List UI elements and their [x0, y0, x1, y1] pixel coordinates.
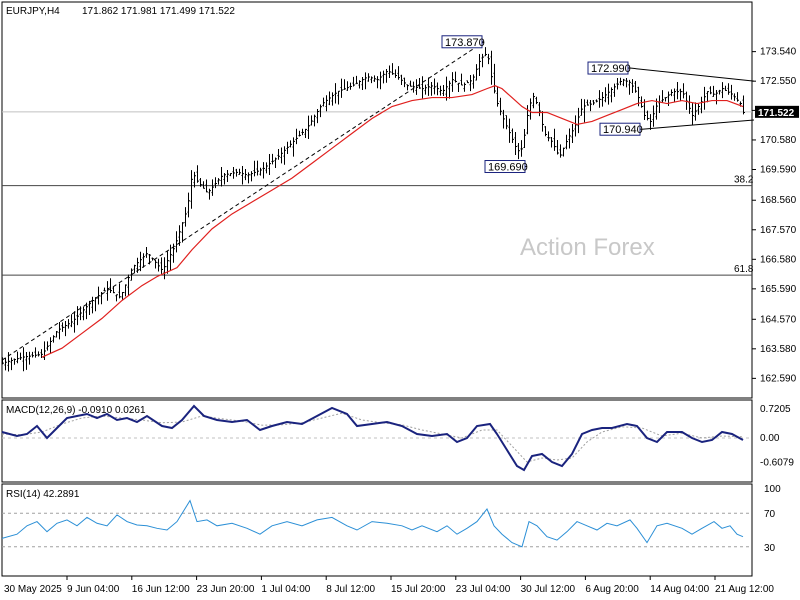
price-tick-label: 163.580 [760, 344, 797, 355]
macd-main-line [1, 404, 744, 472]
price-tick-label: 162.590 [760, 373, 797, 384]
price-tick-label: 173.540 [760, 47, 797, 58]
price-header: EURJPY,H4 171.862 171.981 171.499 171.52… [6, 6, 235, 17]
price-tick-label: 169.590 [760, 164, 797, 175]
rsi-label: RSI(14) 42.2891 [6, 489, 80, 500]
dashed-trendline [1, 41, 485, 361]
macd-panel[interactable] [1, 399, 753, 483]
time-tick-label: 9 Jun 04:00 [67, 584, 120, 595]
last-price-label: 171.522 [758, 108, 795, 119]
macd-series: 0.7205 0.00 -0.6079 [1, 404, 794, 472]
time-tick-label: 21 Aug 12:00 [715, 584, 774, 595]
time-tick-label: 23 Jun 20:00 [197, 584, 255, 595]
rsi-line [1, 499, 744, 548]
price-tick-label: 164.570 [760, 314, 797, 325]
rsi-tick-label: 70 [764, 509, 776, 520]
price-tick-label: 167.570 [760, 225, 797, 236]
price-tick-label: 166.580 [760, 254, 797, 265]
ohlc-label: 171.862 171.981 171.499 171.522 [82, 6, 235, 17]
price-panel[interactable] [1, 1, 753, 399]
price-axis: 173.540172.550171.570170.580169.590168.5… [752, 47, 799, 384]
level-label: 38.2 [734, 175, 754, 186]
rsi-tick-label: 100 [764, 484, 781, 495]
annotation-label: 170.940 [603, 124, 643, 136]
level-label: 61.8 [734, 264, 754, 275]
price-tick-label: 168.560 [760, 195, 797, 206]
trendlines [1, 41, 755, 361]
price-annotations: 173.870 172.990 170.940 169.690 [441, 35, 643, 174]
annotation-label: 173.870 [445, 37, 485, 49]
time-tick-label: 6 Aug 20:00 [585, 584, 639, 595]
macd-tick-label: 0.00 [760, 433, 780, 444]
macd-tick-label: 0.7205 [760, 404, 791, 415]
horizontal-levels: 38.2 61.8 [2, 111, 754, 276]
annotation-box [599, 122, 641, 136]
moving-average [41, 84, 744, 358]
time-tick-label: 14 Aug 04:00 [650, 584, 709, 595]
last-price-badge [755, 105, 799, 118]
time-tick-label: 1 Jul 04:00 [261, 584, 310, 595]
annotation-box [484, 160, 526, 174]
rsi-tick-label: 30 [764, 543, 776, 554]
time-axis: 30 May 2025 9 Jun 04:00 16 Jun 12:00 23 Jun… [4, 576, 774, 595]
annotation-box [441, 35, 483, 49]
time-tick-label: 30 Jul 12:00 [521, 584, 576, 595]
ma-line [41, 84, 744, 358]
annotation-label: 169.690 [488, 162, 528, 174]
symbol-label: EURJPY,H4 [6, 6, 60, 17]
price-tick-label: 165.590 [760, 284, 797, 295]
watermark: Action Forex [520, 234, 655, 261]
price-tick-label: 172.550 [760, 76, 797, 87]
time-start-label: 30 May 2025 [4, 584, 62, 595]
price-tick-label: 170.580 [760, 135, 797, 146]
annotation-box [587, 61, 629, 75]
time-tick-label: 23 Jul 04:00 [456, 584, 511, 595]
candles [1, 47, 745, 372]
annotation-label: 172.990 [591, 63, 631, 75]
triangle-trendline [641, 119, 755, 130]
triangle-trendline [629, 67, 755, 82]
macd-label: MACD(12,26,9) -0.0910 0.0261 [6, 405, 146, 416]
rsi-panel[interactable] [1, 483, 753, 577]
time-tick-label: 16 Jun 12:00 [132, 584, 190, 595]
time-tick-label: 8 Jul 12:00 [326, 584, 375, 595]
macd-tick-label: -0.6079 [760, 457, 794, 468]
time-tick-label: 15 Jul 20:00 [391, 584, 446, 595]
rsi-series: 100 70 30 [1, 484, 781, 554]
